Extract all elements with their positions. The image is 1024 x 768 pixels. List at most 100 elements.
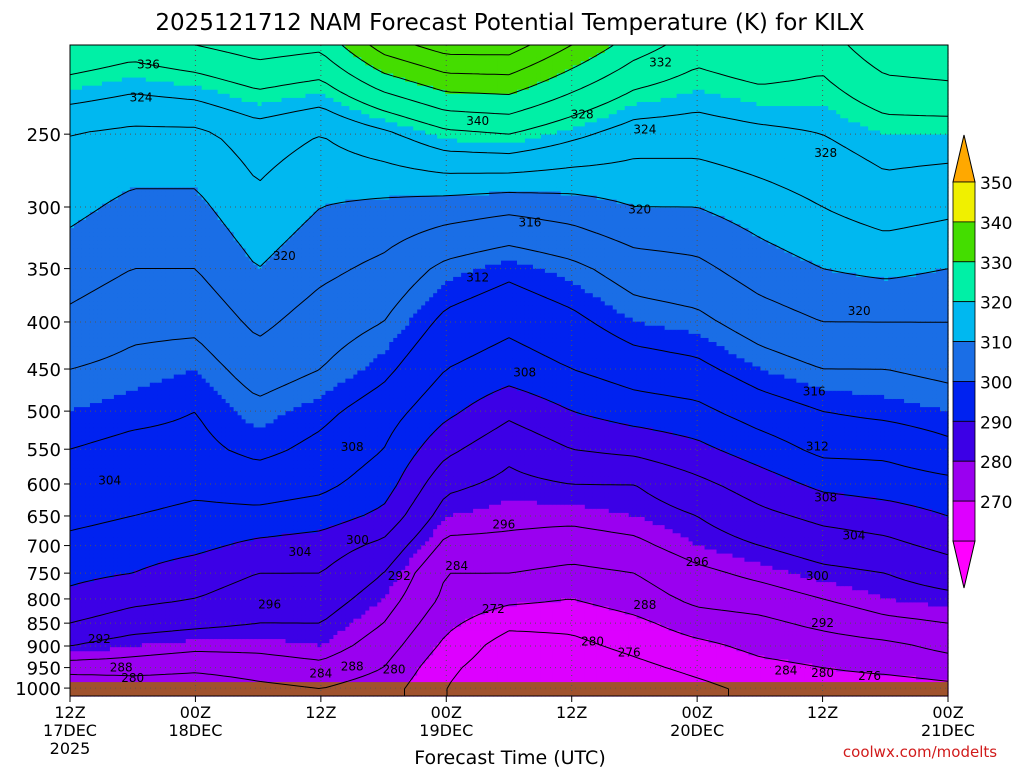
field-cell	[101, 215, 107, 221]
field-cell	[89, 138, 95, 144]
field-cell	[137, 350, 143, 355]
field-cell	[153, 610, 159, 616]
field-cell	[169, 321, 175, 327]
field-cell	[70, 582, 75, 587]
field-cell	[113, 146, 119, 152]
field-cell	[145, 325, 151, 331]
field-cell	[109, 81, 115, 87]
field-cell	[177, 431, 183, 437]
field-cell	[113, 447, 119, 453]
field-cell	[165, 582, 171, 587]
field-cell	[85, 675, 91, 681]
field-cell	[101, 602, 107, 608]
field-cell	[165, 187, 171, 193]
field-cell	[89, 293, 95, 298]
field-cell	[145, 65, 151, 71]
field-cell	[157, 586, 163, 591]
field-cell	[165, 529, 171, 534]
field-cell	[97, 89, 103, 95]
field-cell	[137, 382, 143, 388]
field-cell	[149, 606, 155, 612]
field-cell	[101, 394, 107, 400]
field-cell	[93, 512, 99, 518]
field-cell	[137, 512, 143, 518]
field-cell	[169, 346, 175, 351]
field-cell	[77, 675, 83, 681]
field-cell	[189, 521, 195, 526]
field-cell	[81, 142, 87, 148]
field-cell	[137, 370, 143, 376]
field-cell	[161, 154, 167, 160]
field-cell	[177, 549, 183, 555]
field-cell	[185, 504, 191, 510]
field-cell	[161, 626, 167, 632]
field-cell	[70, 382, 75, 388]
field-cell	[93, 598, 99, 604]
field-cell	[165, 85, 171, 91]
field-cell	[137, 256, 143, 262]
field-cell	[145, 301, 151, 306]
field-cell	[185, 97, 191, 103]
field-cell	[173, 484, 179, 490]
field-cell	[129, 81, 135, 87]
field-cell	[101, 240, 107, 245]
field-cell	[109, 85, 115, 91]
field-cell	[125, 199, 131, 205]
field-cell	[125, 138, 131, 144]
field-cell	[137, 264, 143, 270]
field-cell	[189, 508, 195, 514]
field-cell	[109, 488, 115, 494]
field-cell	[117, 472, 123, 477]
field-cell	[165, 89, 171, 95]
field-cell	[77, 309, 83, 315]
field-cell	[185, 500, 191, 506]
field-cell	[177, 305, 183, 311]
field-cell	[177, 337, 183, 343]
field-cell	[189, 647, 195, 652]
field-cell	[85, 651, 91, 656]
field-cell	[177, 65, 183, 71]
field-cell	[145, 378, 151, 384]
field-cell	[105, 553, 111, 559]
field-cell	[161, 504, 167, 510]
field-cell	[89, 460, 95, 465]
field-cell	[70, 97, 75, 103]
field-cell	[101, 578, 107, 583]
field-cell	[153, 460, 159, 465]
field-cell	[177, 643, 183, 648]
field-cell	[181, 525, 187, 530]
field-cell	[73, 106, 79, 111]
field-cell	[169, 191, 175, 197]
field-cell	[125, 179, 131, 184]
field-cell	[129, 252, 135, 258]
field-cell	[141, 634, 147, 640]
field-cell	[73, 370, 79, 376]
field-cell	[73, 504, 79, 510]
field-cell	[173, 89, 179, 95]
field-cell	[169, 578, 175, 583]
field-cell	[141, 492, 147, 498]
field-cell	[73, 411, 79, 416]
field-cell	[169, 549, 175, 555]
field-cell	[161, 598, 167, 604]
field-cell	[165, 49, 171, 54]
field-cell	[109, 45, 115, 50]
field-cell	[97, 500, 103, 506]
field-cell	[113, 171, 119, 176]
field-cell	[189, 586, 195, 591]
field-cell	[177, 569, 183, 575]
field-cell	[161, 110, 167, 115]
field-cell	[153, 89, 159, 95]
field-cell	[181, 354, 187, 359]
field-cell	[189, 533, 195, 538]
field-cell	[185, 545, 191, 551]
field-cell	[129, 500, 135, 506]
field-cell	[85, 110, 91, 115]
field-cell	[93, 219, 99, 225]
field-cell	[133, 496, 139, 502]
field-cell	[129, 289, 135, 294]
field-cell	[73, 553, 79, 559]
field-cell	[129, 622, 135, 628]
field-cell	[105, 382, 111, 388]
field-cell	[149, 276, 155, 282]
